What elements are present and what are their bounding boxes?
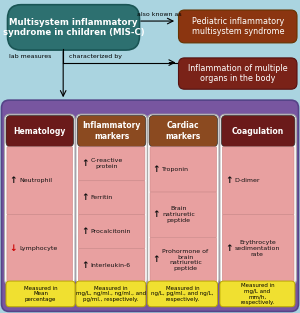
Text: Measured in
ng/L, pg/ml., and ng/L,
respectively.: Measured in ng/L, pg/ml., and ng/L, resp…	[152, 285, 214, 302]
FancyBboxPatch shape	[8, 5, 140, 50]
Text: Ferritin: Ferritin	[91, 195, 113, 200]
Text: Cardiac
markers: Cardiac markers	[166, 121, 201, 141]
FancyBboxPatch shape	[148, 281, 218, 307]
Text: Coagulation: Coagulation	[232, 127, 284, 136]
FancyBboxPatch shape	[148, 114, 219, 285]
Text: ↓: ↓	[10, 244, 17, 253]
Text: lab measures: lab measures	[9, 54, 52, 59]
FancyBboxPatch shape	[77, 115, 146, 147]
Text: ↑: ↑	[225, 244, 232, 253]
FancyBboxPatch shape	[220, 114, 296, 285]
Text: C-reactive
protein: C-reactive protein	[91, 158, 123, 169]
Text: D-dimer: D-dimer	[235, 178, 260, 183]
Text: ↑: ↑	[225, 176, 232, 185]
FancyBboxPatch shape	[6, 281, 75, 307]
Text: ↑: ↑	[153, 210, 160, 219]
Text: Lymphocyte: Lymphocyte	[19, 246, 58, 251]
FancyBboxPatch shape	[7, 147, 73, 215]
FancyBboxPatch shape	[4, 114, 75, 285]
FancyBboxPatch shape	[149, 115, 218, 147]
FancyBboxPatch shape	[76, 281, 146, 307]
Text: Multisystem inflammatory
syndrome in children (MIS-C): Multisystem inflammatory syndrome in chi…	[3, 18, 144, 37]
Text: also known as: also known as	[137, 12, 181, 17]
Text: Pediatric inflammatory
multisystem syndrome: Pediatric inflammatory multisystem syndr…	[191, 17, 284, 36]
FancyBboxPatch shape	[150, 192, 217, 237]
Text: ↑: ↑	[81, 193, 88, 202]
Text: Measured in
mg/L, ng/ml., ng/ml., and
pg/ml., respectively.: Measured in mg/L, ng/ml., ng/ml., and pg…	[76, 285, 146, 302]
Text: ↑: ↑	[153, 255, 160, 264]
FancyBboxPatch shape	[178, 10, 297, 43]
FancyBboxPatch shape	[222, 215, 294, 283]
FancyBboxPatch shape	[7, 215, 73, 283]
Text: characterized by: characterized by	[69, 54, 122, 59]
Text: ↑: ↑	[153, 165, 160, 174]
FancyBboxPatch shape	[78, 147, 145, 181]
Text: ↑: ↑	[10, 176, 17, 185]
Text: Procalcitonin: Procalcitonin	[91, 229, 131, 234]
Text: Prohormone of
brain
natriuretic
peptide: Prohormone of brain natriuretic peptide	[162, 249, 208, 271]
Text: ↑: ↑	[81, 261, 88, 270]
FancyBboxPatch shape	[150, 147, 217, 192]
Text: Neutrophil: Neutrophil	[19, 178, 52, 183]
Text: Hematology: Hematology	[14, 127, 66, 136]
Text: Troponin: Troponin	[162, 167, 189, 172]
Text: Measured in
mg/L and
mm/h,
respectively.: Measured in mg/L and mm/h, respectively.	[240, 283, 274, 305]
FancyBboxPatch shape	[78, 215, 145, 249]
Text: ↑: ↑	[81, 159, 88, 168]
FancyBboxPatch shape	[220, 281, 295, 307]
Text: Erythrocyte
sedimentation
rate: Erythrocyte sedimentation rate	[235, 240, 280, 257]
Circle shape	[69, 116, 231, 285]
Text: Interleukin-6: Interleukin-6	[91, 263, 131, 268]
FancyBboxPatch shape	[76, 114, 147, 285]
FancyBboxPatch shape	[2, 100, 298, 311]
FancyBboxPatch shape	[178, 58, 297, 89]
FancyBboxPatch shape	[78, 181, 145, 215]
FancyBboxPatch shape	[6, 115, 74, 147]
FancyBboxPatch shape	[222, 147, 294, 215]
Text: Measured in
Mean
percentage: Measured in Mean percentage	[24, 285, 57, 302]
Text: Brain
natriuretic
peptide: Brain natriuretic peptide	[162, 206, 195, 223]
Text: Inflammatory
markers: Inflammatory markers	[82, 121, 141, 141]
Text: Inflammation of multiple
organs in the body: Inflammation of multiple organs in the b…	[188, 64, 288, 83]
FancyBboxPatch shape	[78, 249, 145, 283]
FancyBboxPatch shape	[150, 237, 217, 283]
FancyBboxPatch shape	[221, 115, 295, 147]
Text: ↑: ↑	[81, 227, 88, 236]
